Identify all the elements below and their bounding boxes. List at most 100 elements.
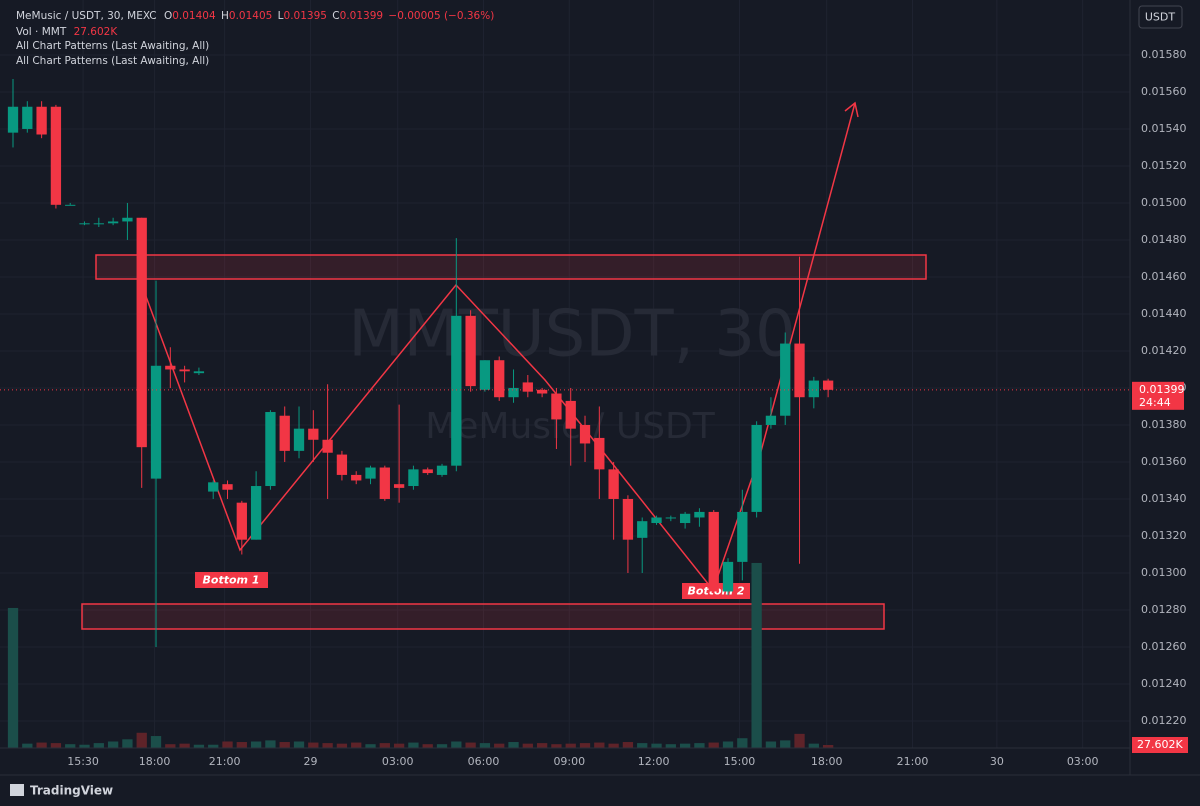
candle-body — [208, 482, 219, 492]
last-price-tag — [1132, 381, 1184, 410]
candle-body — [436, 465, 448, 475]
x-tick-label: 12:00 — [638, 755, 670, 768]
volume-bar — [780, 740, 791, 748]
candle-body — [751, 424, 762, 512]
volume-bar — [551, 744, 562, 748]
volume-bar — [765, 741, 777, 748]
y-tick-label: 0.01420 — [1141, 344, 1187, 357]
candle-body — [393, 484, 405, 488]
candle-body — [722, 561, 734, 592]
volume-bar — [522, 743, 533, 748]
candle-body — [794, 343, 805, 398]
y-tick-label: 0.01240 — [1141, 677, 1187, 690]
volume-bar — [122, 739, 133, 748]
volume-bar — [594, 742, 605, 748]
volume-bar — [536, 743, 548, 748]
x-tick-label: 29 — [303, 755, 317, 768]
volume-bar — [751, 562, 762, 748]
x-tick-label: 15:00 — [724, 755, 756, 768]
volume-bar — [179, 743, 190, 748]
volume-legend: Vol · MMT 27.602K — [16, 26, 118, 38]
candle-body — [265, 412, 276, 487]
volume-bar — [637, 743, 648, 748]
candle-body — [651, 517, 662, 524]
candle-body — [222, 484, 233, 490]
candle-body — [508, 387, 519, 398]
volume-bar — [422, 744, 433, 748]
volume-bar — [436, 744, 448, 748]
volume-bar — [822, 744, 834, 748]
volume-bar — [794, 733, 805, 748]
y-tick-label: 0.01440 — [1141, 307, 1187, 320]
candle-body — [637, 521, 648, 538]
candle-body — [93, 223, 104, 225]
candle-body — [780, 343, 791, 416]
candle-body — [451, 315, 462, 466]
x-tick-label: 15:30 — [67, 755, 99, 768]
candle-body — [365, 467, 376, 479]
candle-body — [579, 424, 591, 444]
volume-bar — [494, 743, 505, 748]
last-volume-label: 27.602K — [1137, 738, 1183, 751]
currency-label[interactable]: USDT — [1145, 11, 1176, 24]
legend-header: MeMusic / USDT, 30, MEXC O0.01404 H0.014… — [16, 10, 494, 22]
candle-body — [422, 469, 433, 474]
candle-body — [622, 498, 634, 540]
brand[interactable]: TradingView — [30, 784, 113, 798]
volume-bar — [65, 744, 76, 748]
ohlc-label: H — [221, 10, 229, 22]
y-tick-label: 0.01340 — [1141, 492, 1187, 505]
volume-bar — [7, 607, 19, 748]
axes: 0.01220 0.01240 0.01260 0.01280 0.01300 0.013… — [67, 48, 1188, 768]
candle-body — [122, 217, 133, 222]
volume-bar — [279, 742, 290, 748]
candle-body — [551, 393, 562, 420]
candle-body — [136, 217, 147, 448]
candle-body — [694, 511, 705, 518]
volume-bar — [365, 744, 376, 748]
candle-body — [107, 221, 119, 224]
volume-bar — [665, 744, 676, 748]
volume-bar — [79, 744, 90, 748]
volume-label: Vol · MMT — [16, 26, 67, 38]
x-tick-label: 06:00 — [468, 755, 500, 768]
y-tick-label: 0.01360 — [1141, 455, 1187, 468]
x-tick-label: 18:00 — [139, 755, 171, 768]
volume-bar — [265, 740, 276, 748]
volume-bar — [608, 743, 619, 748]
candle-body — [150, 365, 162, 479]
candle-body — [679, 513, 691, 524]
symbol: MeMusic / USDT, 30, MEXC — [16, 10, 157, 22]
volume-bar — [136, 732, 147, 748]
currency-button[interactable] — [1138, 5, 1183, 29]
candle-body — [193, 371, 205, 374]
ohlc-value: 0.01399 — [340, 10, 383, 22]
volume-bar — [465, 742, 476, 748]
candle-body — [465, 315, 476, 387]
x-tick-label: 18:00 — [811, 755, 843, 768]
indicator[interactable]: All Chart Patterns (Last Awaiting, All) — [16, 40, 209, 52]
x-tick-label: 30 — [990, 755, 1004, 768]
volume-bar — [93, 743, 104, 748]
candle-body — [165, 365, 176, 370]
candle-body — [408, 469, 419, 487]
volume-bar — [379, 743, 390, 748]
y-tick-label: 0.01560 — [1141, 85, 1187, 98]
volume-bar — [451, 741, 462, 748]
ohlc-label: L — [278, 10, 284, 22]
candle-body — [594, 437, 605, 470]
resistance-zone — [95, 254, 927, 280]
x-tick-label: 03:00 — [382, 755, 414, 768]
volume-bar — [508, 742, 519, 748]
watermark-symbol: MMTUSDT, 30 — [348, 298, 796, 372]
y-tick-label: 0.01380 — [1141, 418, 1187, 431]
change: −0.00005 (−0.36%) — [388, 10, 494, 22]
volume-bar — [208, 744, 219, 748]
indicator[interactable]: All Chart Patterns (Last Awaiting, All) — [16, 55, 209, 67]
arrow-head — [844, 101, 859, 118]
candle-body — [308, 428, 319, 440]
candle-body — [351, 474, 362, 481]
ohlc-value: 0.01395 — [284, 10, 327, 22]
volume-bar — [737, 738, 748, 748]
candle-body — [336, 454, 348, 475]
